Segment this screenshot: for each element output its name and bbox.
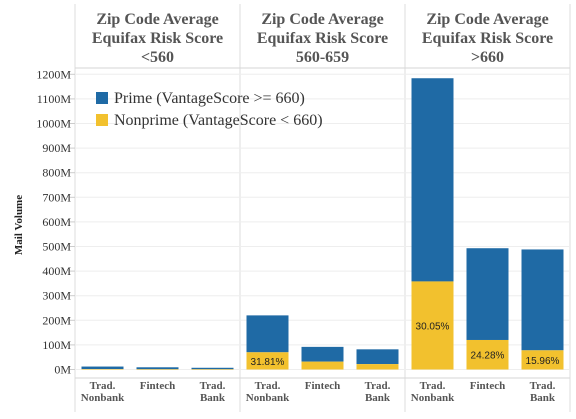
- panel-title-line: Zip Code Average: [96, 11, 218, 28]
- x-category-label: Nonbank: [411, 392, 455, 404]
- y-tick-label: 300M: [42, 289, 71, 303]
- legend-swatch: [96, 114, 108, 126]
- y-tick-label: 1000M: [36, 117, 71, 131]
- bar-prime: [136, 367, 179, 370]
- data-label-nonprime-share: 31.81%: [251, 357, 285, 368]
- bars: 31.81% 30.05% 24.28% 15.96%: [81, 78, 564, 370]
- bar-prime: [81, 366, 124, 370]
- legend-label: Nonprime (VantageScore < 660): [114, 112, 323, 129]
- x-category-label: Fintech: [305, 380, 340, 392]
- bar-nonprime: [301, 361, 344, 370]
- bar-prime: [246, 315, 289, 353]
- legend-swatch: [96, 92, 108, 104]
- bar-prime: [466, 248, 509, 340]
- panel-title-line: <560: [141, 49, 174, 66]
- bar-nonprime: [191, 369, 234, 370]
- x-category-label: Fintech: [470, 380, 505, 392]
- panel-title-line: Zip Code Average: [426, 11, 548, 28]
- legend: Prime (VantageScore >= 660) Nonprime (Van…: [96, 90, 323, 129]
- x-category-label: Bank: [200, 392, 226, 404]
- panel-title-line: 560-659: [296, 49, 349, 66]
- y-axis: 0M 100M 200M 300M 400M 500M 600M 700M 800M 900M 10…: [13, 67, 570, 377]
- x-category-label: Nonbank: [81, 392, 125, 404]
- y-tick-label: 800M: [42, 166, 71, 180]
- panel-title-line: Zip Code Average: [261, 11, 383, 28]
- bar-nonprime: [246, 352, 289, 370]
- bar-nonprime: [411, 281, 454, 370]
- y-tick-label: 1200M: [36, 67, 71, 81]
- panel-title-line: >660: [471, 49, 504, 66]
- bar-nonprime: [466, 339, 509, 370]
- x-category-label: Bank: [530, 392, 556, 404]
- bar-nonprime: [136, 369, 179, 370]
- x-category-label: Trad.: [420, 380, 446, 392]
- x-category-label: Fintech: [140, 380, 175, 392]
- y-tick-label: 600M: [42, 215, 71, 229]
- data-label-nonprime-share: 15.96%: [526, 356, 560, 367]
- x-category-label: Trad.: [90, 380, 116, 392]
- panel-title-line: Equifax Risk Score: [92, 30, 223, 47]
- data-label-nonprime-share: 24.28%: [471, 351, 505, 362]
- y-tick-label: 700M: [42, 190, 71, 204]
- y-tick-label: 1100M: [37, 92, 72, 106]
- panel-title-line: Equifax Risk Score: [422, 30, 553, 47]
- x-category-label: Nonbank: [246, 392, 290, 404]
- bar-prime: [301, 346, 344, 362]
- y-tick-label: 500M: [42, 240, 71, 254]
- bar-prime: [191, 367, 234, 370]
- data-label-nonprime-share: 30.05%: [416, 321, 450, 332]
- bar-nonprime: [356, 364, 399, 370]
- chart-frame: [74, 4, 571, 412]
- x-category-label: Trad.: [255, 380, 281, 392]
- x-category-label: Trad.: [530, 380, 556, 392]
- y-tick-label: 400M: [42, 264, 71, 278]
- bar-prime: [411, 78, 454, 282]
- panel-titles: Zip Code Average Equifax Risk Score <560 Zi…: [92, 11, 553, 66]
- panel-title-line: Equifax Risk Score: [257, 30, 388, 47]
- y-axis-title: Mail Volume: [13, 195, 25, 255]
- bar-nonprime: [81, 369, 124, 370]
- bar-prime: [356, 349, 399, 365]
- x-category-label: Trad.: [365, 380, 391, 392]
- y-tick-label: 100M: [42, 338, 71, 352]
- bar-nonprime: [521, 350, 564, 370]
- x-category-label: Trad.: [200, 380, 226, 392]
- y-tick-label: 0M: [54, 363, 71, 377]
- legend-label: Prime (VantageScore >= 660): [114, 90, 305, 107]
- y-tick-label: 900M: [42, 141, 71, 155]
- x-category-label: Bank: [365, 392, 391, 404]
- bar-prime: [521, 249, 564, 351]
- y-tick-label: 200M: [42, 313, 71, 327]
